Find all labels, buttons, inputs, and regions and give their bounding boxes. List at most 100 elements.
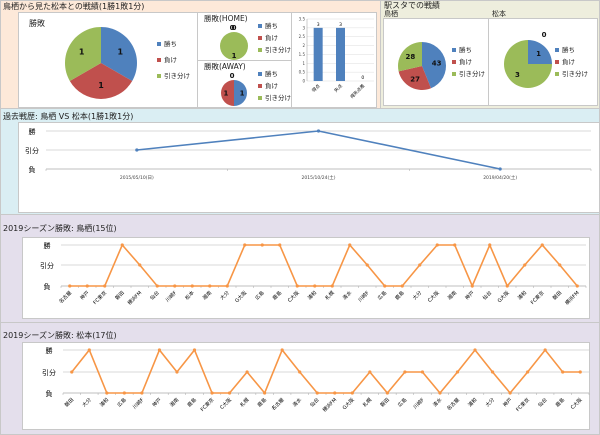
data-point — [578, 370, 582, 374]
pie-slice-loss — [398, 66, 432, 90]
y-level-label: 負 — [46, 389, 53, 398]
pie-label-loss: 1 — [98, 81, 104, 90]
x-tick-label: 湘南 — [446, 289, 458, 301]
legend: 勝ち 負け 引き分け — [555, 44, 588, 80]
tosu-label: 鳥栖 — [384, 10, 398, 18]
data-point — [330, 284, 334, 288]
y-level-label: 引分 — [42, 368, 56, 377]
x-tick-label: 得失点差 — [349, 82, 367, 100]
data-point — [403, 370, 407, 374]
matsumoto-series-line — [71, 348, 581, 395]
pie-slice-win — [528, 40, 552, 64]
x-tick-label: 仙台 — [309, 396, 321, 408]
data-point — [350, 391, 354, 395]
y-level-label: 負 — [29, 165, 36, 174]
x-tick-label: C大阪 — [569, 396, 583, 410]
x-tick-label: 神戸 — [151, 396, 163, 408]
pie-label-win: 1 — [240, 89, 245, 97]
pie-slice-loss — [69, 63, 133, 100]
bar-value-label: 0 — [361, 75, 364, 81]
legend: 勝ち 負け 引き分け — [157, 38, 190, 83]
data-point — [400, 284, 404, 288]
pie-label-win: 43 — [432, 59, 442, 67]
x-tick-label: 札幌 — [361, 396, 373, 408]
x-tick-label: 川崎F — [131, 396, 145, 410]
data-point — [526, 370, 530, 374]
data-point — [227, 391, 232, 395]
bar-value-label: 3 — [317, 22, 320, 28]
season-tosu-chart-panel: 勝引分負名古屋 神戸 FC東京 磐田 横浜FM 仙台 川崎F 松本 湘南 大分 G大阪 広島 鹿島 C大阪… — [22, 237, 590, 319]
pie-slice-draw — [65, 27, 101, 81]
pie-slice-draw — [398, 42, 422, 72]
data-point — [138, 263, 142, 267]
y-level-label: 勝 — [46, 346, 53, 355]
x-tick-label: 札幌 — [324, 289, 336, 301]
data-point — [315, 391, 319, 395]
x-tick-label: 名古屋 — [270, 396, 286, 412]
x-tick-label: 仙台 — [537, 396, 549, 408]
bar — [313, 27, 323, 81]
x-tick-label: G大阪 — [496, 289, 511, 304]
x-tick-label: 横浜FM — [126, 289, 143, 306]
x-tick-label: 失点 — [333, 82, 345, 94]
x-tick-label: 仙台 — [481, 289, 493, 301]
x-tick-label: 広島 — [254, 289, 266, 301]
x-tick-label: 得点 — [310, 82, 322, 94]
x-tick-label: C大阪 — [218, 396, 232, 410]
panel-title: 勝敗(HOME) — [204, 14, 248, 23]
history-chart-panel: 勝引分負 2015/05/10(日) 2015/10/24(土) 2019/04/20… — [18, 122, 600, 213]
pie-label-draw: 1 — [79, 48, 85, 57]
x-tick-label: 鹿島 — [394, 289, 406, 301]
data-point — [505, 284, 509, 288]
legend-draw: 引き分け — [265, 94, 291, 102]
pie-slice-loss — [221, 80, 234, 106]
x-tick-label: 横浜FM — [321, 396, 338, 413]
data-point — [543, 348, 547, 352]
x-tick-label: C大阪 — [286, 289, 300, 303]
data-point — [438, 391, 442, 395]
pie-label-draw: 3 — [515, 71, 520, 79]
x-tick-label: 横浜FM — [564, 289, 581, 306]
x-tick-label: 名古屋 — [58, 289, 74, 305]
data-point — [523, 263, 527, 267]
x-tick-label: C大阪 — [426, 289, 440, 303]
x-tick-label: 札幌 — [238, 396, 250, 408]
data-point — [140, 391, 144, 395]
legend-loss: 負け — [265, 34, 278, 42]
legend-loss: 負け — [459, 58, 472, 66]
data-point — [135, 148, 139, 152]
data-point — [498, 167, 502, 171]
away-pie-chart: 1 1 0 — [221, 72, 247, 106]
x-tick-label: 大分 — [81, 396, 93, 408]
x-tick-label: 広島 — [376, 289, 388, 301]
data-point — [278, 243, 282, 247]
legend-loss: 負け — [265, 82, 278, 90]
y-tick-label: 0 — [302, 79, 305, 84]
y-level-label: 負 — [44, 282, 51, 291]
pie-label-loss: 0 — [230, 24, 235, 32]
data-point — [225, 284, 229, 288]
data-point — [490, 370, 495, 374]
x-tick-label: 広島 — [116, 396, 128, 408]
data-point — [210, 391, 214, 395]
x-tick-label: 大分 — [411, 289, 423, 301]
data-point — [316, 129, 321, 133]
x-tick-label: 浦和 — [98, 396, 110, 408]
x-tick-label: 松本 — [184, 289, 196, 301]
data-point — [365, 263, 369, 267]
x-tick-label: 2015/10/24(土) — [302, 174, 336, 181]
section-title: 過去戦歴: 鳥栖 VS 松本(1勝1敗1分) — [3, 112, 134, 121]
data-point — [122, 391, 126, 395]
x-tick-label: 清水 — [291, 396, 303, 408]
section-title: 2019シーズン勝敗: 鳥栖(15位) — [3, 224, 117, 233]
pie-slice-win — [234, 80, 247, 106]
x-tick-label: 広島 — [396, 396, 408, 408]
data-point — [455, 370, 460, 374]
data-point — [173, 284, 177, 288]
data-point — [385, 391, 389, 395]
data-point — [368, 370, 372, 374]
section-title: 鳥栖から見た松本との戦績(1勝1敗1分) — [3, 2, 145, 11]
goals-bar-panel: 0 0.5 1 1.5 2 2.5 3 3.5 3 得点 3 失点 0 得失点差 — [291, 12, 377, 108]
x-tick-label: 大分 — [219, 289, 231, 301]
tosu-stadium-pie: 43 27 28 — [398, 42, 446, 90]
